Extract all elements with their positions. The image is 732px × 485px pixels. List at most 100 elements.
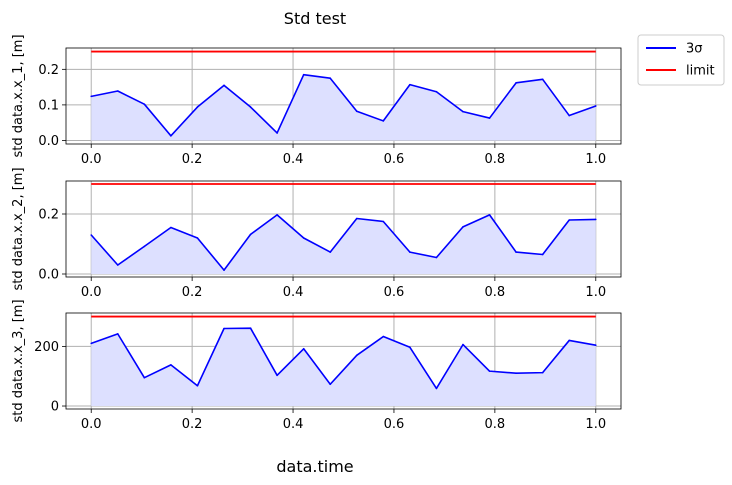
- x-tick-label: 0.2: [182, 152, 203, 167]
- x-tick-label: 0.8: [485, 417, 506, 432]
- data-point: [170, 226, 172, 229]
- y-tick-label: 0.0: [38, 134, 59, 149]
- data-point: [116, 264, 119, 266]
- x-tick-label: 0.2: [182, 285, 203, 300]
- data-point: [568, 114, 571, 117]
- data-point: [355, 110, 358, 113]
- data-point: [143, 103, 146, 105]
- data-point: [488, 214, 491, 216]
- data-point: [515, 372, 517, 375]
- data-point: [594, 344, 597, 346]
- data-point: [223, 327, 225, 330]
- data-point: [382, 120, 385, 122]
- data-point: [488, 117, 491, 119]
- data-point: [409, 83, 411, 86]
- x-tick-label: 1.0: [585, 152, 606, 167]
- series-line-3sigma: [90, 327, 596, 390]
- figure-xlabel: data.time: [276, 457, 353, 476]
- data-point: [302, 237, 305, 239]
- x-tick-label: 1.0: [585, 285, 606, 300]
- data-point: [382, 220, 385, 223]
- data-point: [541, 78, 544, 81]
- data-point: [143, 245, 146, 248]
- data-point: [541, 253, 544, 256]
- data-point: [329, 251, 332, 253]
- series-fill-area: [91, 214, 596, 274]
- x-tick-label: 0.6: [384, 285, 405, 300]
- x-tick-label: 0.8: [485, 285, 506, 300]
- data-point: [170, 135, 172, 137]
- data-point: [170, 364, 172, 366]
- data-point: [355, 354, 358, 357]
- x-tick-label: 0.2: [182, 417, 203, 432]
- series-line-3sigma: [91, 73, 597, 137]
- y-axis-label: std data.x.x_2, [m]: [11, 167, 26, 290]
- data-point: [90, 342, 93, 345]
- data-point: [594, 218, 597, 221]
- data-point: [568, 219, 571, 221]
- data-point: [329, 77, 332, 80]
- x-tick-label: 0.0: [81, 417, 102, 432]
- data-point: [143, 376, 146, 379]
- axes-frame: [65, 47, 622, 145]
- data-point: [594, 105, 597, 107]
- data-point: [302, 73, 305, 76]
- x-tick-label: 0.4: [283, 285, 304, 300]
- axes-frame: [65, 180, 622, 278]
- y-tick-label: 0.0: [38, 268, 59, 283]
- legend: 3σ limit: [637, 34, 725, 86]
- data-point: [249, 327, 252, 330]
- legend-label: limit: [686, 64, 715, 79]
- y-axis-label: std data.x.x_3, [m]: [11, 299, 26, 422]
- figure-title: Std test: [284, 9, 346, 28]
- y-tick-label: 0.2: [38, 63, 59, 78]
- data-point: [90, 234, 93, 236]
- x-tick-label: 0.0: [81, 285, 102, 300]
- subplot-3: 0.0 0.2 0.4 0.6 0.8 1.0 0 200 std data.x.x_3, [m…: [11, 299, 622, 432]
- x-tick-label: 0.8: [485, 152, 506, 167]
- legend-label: 3σ: [686, 42, 703, 57]
- data-point: [249, 233, 252, 236]
- data-point: [196, 106, 199, 108]
- data-point: [196, 237, 199, 239]
- data-point: [488, 370, 491, 372]
- y-axis-label: std data.x.x_1, [m]: [11, 34, 26, 157]
- data-point: [196, 384, 199, 387]
- data-point: [462, 343, 464, 346]
- data-point: [276, 214, 278, 216]
- subplot-2: 0.0 0.2 0.4 0.6 0.8 1.0 0.0 0.2 std data.x.x_2, …: [11, 167, 622, 300]
- data-point: [409, 346, 411, 349]
- x-tick-label: 0.6: [384, 152, 405, 167]
- data-point: [515, 251, 517, 253]
- data-point: [116, 333, 119, 335]
- data-point: [276, 374, 278, 377]
- data-point: [90, 95, 93, 98]
- y-tick-label: 0.1: [38, 98, 59, 113]
- data-point: [515, 82, 517, 84]
- data-point: [382, 335, 385, 338]
- y-tick-label: 200: [34, 340, 59, 355]
- series-line-3sigma: [90, 214, 596, 271]
- x-tick-label: 0.4: [283, 152, 304, 167]
- data-point: [568, 339, 571, 342]
- x-tick-label: 0.4: [283, 417, 304, 432]
- data-point: [223, 84, 225, 87]
- data-point: [355, 217, 358, 220]
- axes-frame: [65, 312, 622, 410]
- data-point: [223, 269, 225, 271]
- data-point: [435, 256, 438, 259]
- data-point: [435, 387, 438, 390]
- data-point: [462, 110, 464, 113]
- data-point: [329, 383, 332, 386]
- data-point: [302, 347, 305, 350]
- y-tick-label: 0: [51, 400, 59, 415]
- data-point: [249, 106, 252, 108]
- series-fill-area: [91, 328, 596, 407]
- x-tick-label: 0.6: [384, 417, 405, 432]
- x-tick-label: 0.0: [81, 152, 102, 167]
- x-tick-label: 1.0: [585, 417, 606, 432]
- data-point: [541, 371, 544, 374]
- subplots: 0.0 0.2 0.4 0.6 0.8 1.0 0.0 0.1 0.2 std data.x.x_…: [11, 34, 622, 432]
- data-point: [409, 251, 411, 253]
